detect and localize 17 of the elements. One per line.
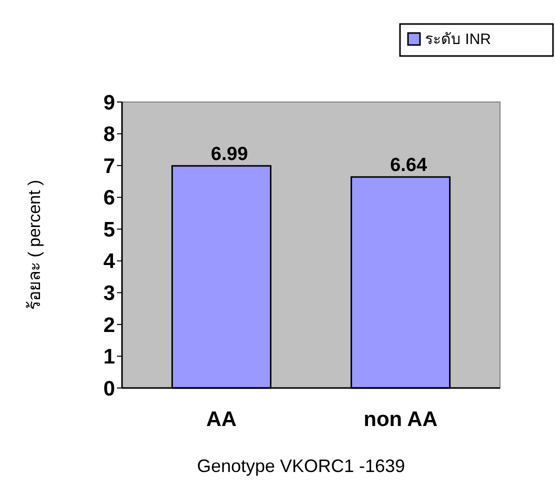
y-tick-label: 7 — [103, 154, 115, 178]
y-tick-label: 9 — [103, 91, 115, 114]
y-tick-label: 8 — [103, 123, 116, 146]
y-tick-label: 6 — [103, 186, 115, 210]
data-label: 6.64 — [390, 154, 428, 176]
y-axis-title: ร้อยละ ( percent ) — [25, 180, 44, 310]
data-label: 6.99 — [210, 144, 248, 165]
y-tick-label: 2 — [103, 314, 115, 337]
x-tick-label: AA — [206, 408, 237, 431]
y-tick-label: 4 — [103, 250, 116, 274]
x-axis-title: Genotype VKORC1 -1639 — [196, 456, 406, 476]
legend-label: ระดับ INR — [425, 31, 492, 48]
y-tick-label: 1 — [103, 346, 116, 369]
y-tick-label: 5 — [103, 218, 116, 242]
y-tick-label: 3 — [103, 282, 115, 306]
y-tick-label: 0 — [103, 377, 115, 400]
x-tick-label: non AA — [364, 408, 438, 431]
